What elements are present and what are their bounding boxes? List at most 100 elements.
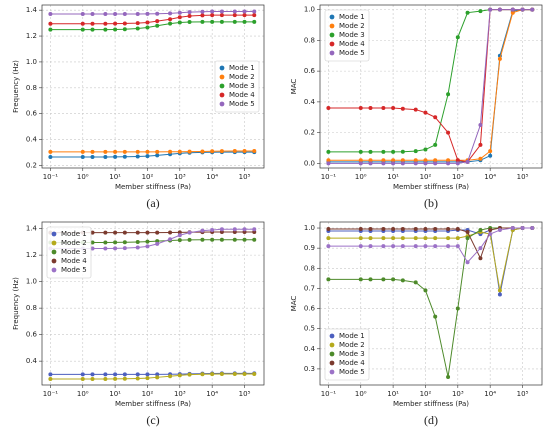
data-point: [358, 244, 363, 249]
x-tick-label: 10⁻¹: [43, 173, 59, 181]
data-point: [368, 227, 373, 232]
data-point: [400, 158, 405, 163]
data-point: [168, 230, 173, 235]
data-point: [455, 244, 460, 249]
x-tick-label: 10³: [452, 173, 464, 181]
data-point: [177, 373, 182, 378]
legend-swatch: [329, 50, 335, 56]
data-point: [90, 12, 95, 17]
data-point: [242, 149, 247, 154]
data-point: [381, 149, 386, 154]
data-point: [446, 92, 451, 97]
legend-label: Mode 5: [229, 100, 255, 108]
data-point: [122, 27, 127, 32]
series-line: [50, 373, 255, 380]
data-point: [103, 27, 108, 32]
data-point: [478, 142, 483, 147]
data-point: [413, 280, 418, 285]
data-point: [497, 7, 502, 12]
data-point: [135, 372, 140, 377]
data-point: [122, 240, 127, 245]
data-point: [391, 106, 396, 111]
data-point: [381, 227, 386, 232]
data-point: [113, 12, 118, 17]
data-point: [465, 10, 470, 15]
data-point: [242, 9, 247, 14]
data-point: [423, 236, 428, 241]
data-point: [433, 158, 438, 163]
data-point: [177, 233, 182, 238]
data-point: [135, 376, 140, 381]
data-point: [368, 149, 373, 154]
data-point: [187, 149, 192, 154]
data-point: [413, 244, 418, 249]
x-tick-label: 10⁻¹: [321, 390, 337, 398]
data-point: [455, 161, 460, 166]
data-point: [358, 236, 363, 241]
data-point: [145, 11, 150, 16]
data-point: [232, 227, 237, 232]
x-tick-label: 10⁻¹: [321, 173, 337, 181]
x-tick-label: 10⁵: [239, 390, 251, 398]
legend-swatch: [51, 258, 57, 264]
x-tick-label: 10²: [142, 390, 154, 398]
data-point: [80, 149, 85, 154]
data-point: [358, 227, 363, 232]
series-line: [328, 227, 533, 264]
y-tick-label: 0.6: [26, 331, 38, 339]
data-point: [242, 227, 247, 232]
data-point: [145, 149, 150, 154]
y-tick-label: 0.2: [304, 129, 315, 137]
data-point: [168, 149, 173, 154]
plot-frame: [319, 221, 543, 386]
x-tick-label: 10⁴: [484, 390, 496, 398]
data-point: [135, 12, 140, 17]
legend-box: [46, 226, 92, 279]
legend-label: Mode 2: [61, 239, 87, 247]
y-tick-label: 0.4: [304, 98, 316, 106]
legend-swatch: [329, 351, 335, 357]
legend-label: Mode 2: [229, 73, 255, 81]
data-point: [391, 158, 396, 163]
y-tick-label: 1.2: [26, 251, 37, 259]
data-point: [497, 56, 502, 61]
y-tick-label: 0.0: [304, 159, 315, 167]
plot-frame: [41, 221, 265, 386]
x-tick-label: 10⁴: [206, 390, 218, 398]
y-tick-label: 0.7: [304, 284, 315, 292]
data-point: [400, 161, 405, 166]
data-point: [122, 376, 127, 381]
data-point: [242, 237, 247, 242]
x-axis-label: Member stiffness (Pa): [115, 400, 191, 408]
data-point: [122, 154, 127, 159]
data-point: [113, 372, 118, 377]
data-point: [103, 149, 108, 154]
x-tick-label: 10⁰: [77, 390, 89, 398]
data-point: [326, 227, 331, 232]
data-point: [497, 228, 502, 233]
legend-swatch: [329, 23, 335, 29]
data-point: [210, 372, 215, 377]
data-point: [232, 372, 237, 377]
data-point: [423, 158, 428, 163]
y-tick-label: 0.9: [304, 244, 315, 252]
data-point: [113, 240, 118, 245]
data-point: [122, 230, 127, 235]
legend-label: Mode 3: [339, 350, 365, 358]
data-point: [168, 237, 173, 242]
data-point: [113, 27, 118, 32]
x-tick-label: 10³: [174, 390, 186, 398]
data-point: [219, 13, 224, 18]
series-line: [50, 239, 255, 244]
data-point: [465, 159, 470, 164]
data-point: [210, 9, 215, 14]
data-point: [391, 236, 396, 241]
data-point: [413, 149, 418, 154]
series-line: [50, 14, 255, 25]
legend-label: Mode 1: [229, 64, 255, 72]
data-point: [510, 226, 515, 231]
data-point: [423, 161, 428, 166]
data-point: [391, 244, 396, 249]
data-point: [90, 377, 95, 382]
data-point: [413, 158, 418, 163]
